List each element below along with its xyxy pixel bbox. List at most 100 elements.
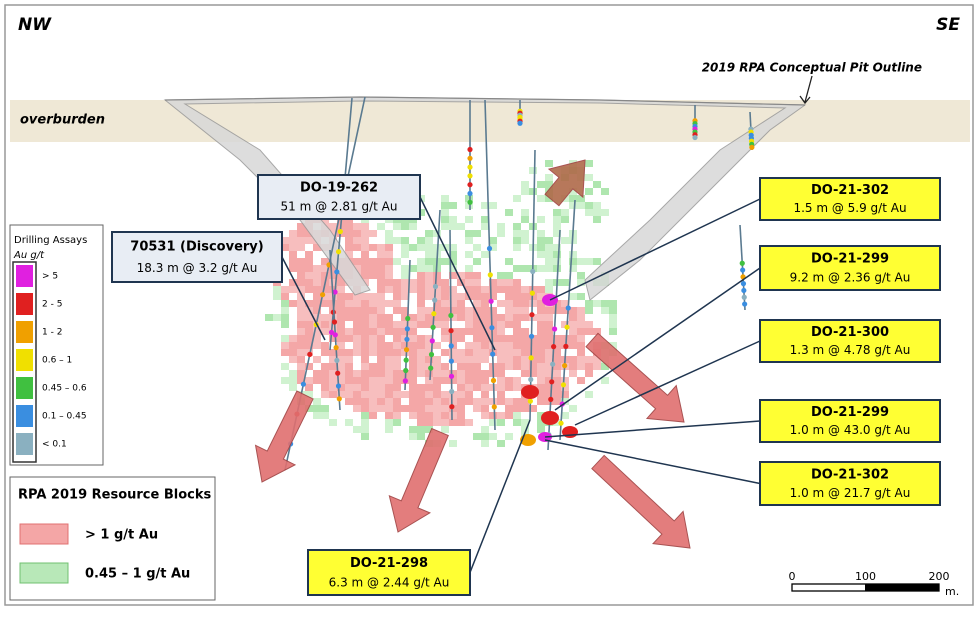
block [313,272,321,279]
block [577,314,585,321]
block [449,265,457,272]
hole-id: DO-21-300 [811,325,889,340]
block [457,405,465,412]
block [569,370,577,377]
block [545,335,553,342]
assay-dot [331,319,338,325]
block [377,300,385,307]
leader-line [419,196,496,351]
block [409,370,417,377]
block [521,230,529,237]
block [345,370,353,377]
drill-trace [429,209,441,381]
block [361,272,369,279]
block [377,391,385,398]
legend-swatch [16,321,33,343]
legend-swatch [16,433,33,455]
block [377,328,385,335]
block [337,328,345,335]
block [425,377,433,384]
block [345,230,353,237]
block [505,433,513,440]
block [281,363,289,370]
block [481,328,489,335]
block [553,384,561,391]
block [497,370,505,377]
block [369,335,377,342]
block [337,370,345,377]
block [473,272,481,279]
block [417,272,425,279]
block [353,265,361,272]
assay-dot [740,267,746,273]
block [441,398,449,405]
block [521,265,529,272]
block [513,335,521,342]
block [561,384,569,391]
block [553,258,561,265]
block [449,293,457,300]
block [337,335,345,342]
leader-line [544,439,761,485]
block [537,349,545,356]
block [305,286,313,293]
block [321,349,329,356]
block [569,265,577,272]
block [497,300,505,307]
assay-dot [487,272,493,278]
block [545,370,553,377]
block [409,335,417,342]
assay-dot [428,365,434,371]
block [417,244,425,251]
block [361,335,369,342]
block [337,314,345,321]
assay-dot [563,343,569,349]
block [401,265,409,272]
block [465,272,473,279]
block [521,405,529,412]
block [425,405,433,412]
block [441,216,449,223]
block [377,349,385,356]
block [305,300,313,307]
block [329,377,337,384]
block [441,293,449,300]
block [481,349,489,356]
block [545,377,553,384]
block [497,391,505,398]
block [497,384,505,391]
block [409,433,417,440]
block [425,426,433,433]
nw-label: NW [18,15,52,35]
block [377,265,385,272]
block [577,321,585,328]
block [313,405,321,412]
block [313,279,321,286]
assay-dot [332,289,338,295]
block [417,307,425,314]
block [385,244,393,251]
block [529,370,537,377]
block [449,391,457,398]
legend-swatch [16,265,33,287]
block [345,307,353,314]
block [353,321,361,328]
block [401,391,409,398]
legend-swatch [16,377,33,399]
block [577,195,585,202]
block [361,405,369,412]
block [369,363,377,370]
block [481,216,489,223]
block [417,237,425,244]
block [585,356,593,363]
block [433,307,441,314]
block [561,412,569,419]
block [433,391,441,398]
assay-dot [335,249,342,255]
block [385,356,393,363]
block [361,433,369,440]
block [345,356,353,363]
block [489,419,497,426]
leader-line [554,267,761,411]
block [417,370,425,377]
